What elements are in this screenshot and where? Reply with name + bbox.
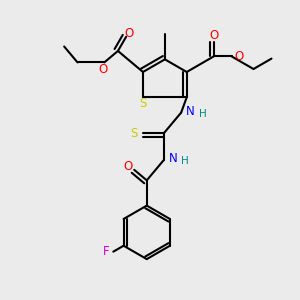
Text: N: N [169, 152, 178, 165]
Text: O: O [98, 63, 107, 76]
Text: F: F [103, 245, 109, 258]
Text: H: H [182, 156, 189, 166]
Text: S: S [130, 127, 138, 140]
Text: O: O [124, 27, 134, 40]
Text: O: O [209, 29, 218, 42]
Text: S: S [139, 97, 147, 110]
Text: O: O [124, 160, 133, 173]
Text: N: N [186, 105, 195, 118]
Text: H: H [199, 109, 206, 119]
Text: O: O [234, 50, 244, 63]
